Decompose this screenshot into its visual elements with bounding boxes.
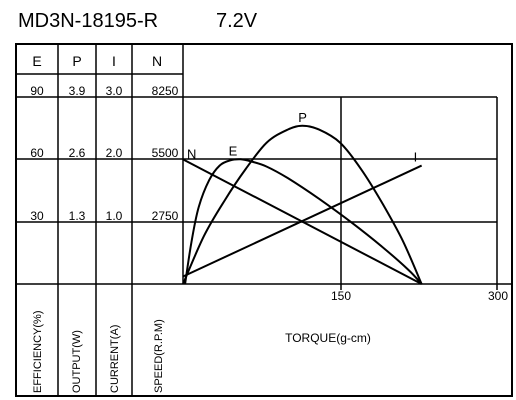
tick-label-i-3.0: 3.0	[106, 84, 123, 98]
column-head-n: N	[152, 53, 162, 69]
axis-label-efficiency: EFFICIENCY(%)	[32, 311, 44, 394]
chart-title: MD3N-18195-R	[18, 10, 158, 32]
x-tick-label-300: 300	[488, 289, 508, 303]
tick-label-e-60: 60	[30, 146, 44, 160]
tick-label-p-3.9: 3.9	[69, 84, 86, 98]
axis-label-output: OUTPUT(W)	[71, 330, 83, 393]
column-head-e: E	[32, 53, 41, 69]
axis-label-speed: SPEED(R.P.M)	[153, 319, 165, 393]
tick-label-p-1.3: 1.3	[69, 209, 86, 223]
curve-label-n: N	[187, 146, 196, 161]
curve-label-e: E	[229, 143, 238, 158]
column-head-p: P	[72, 53, 81, 69]
column-head-i: I	[112, 53, 116, 69]
curve-label-p: P	[298, 110, 307, 125]
tick-label-i-2.0: 2.0	[106, 146, 123, 160]
tick-label-e-90: 90	[30, 84, 44, 98]
tick-label-n-8250: 8250	[152, 84, 179, 98]
x-axis-label: TORQUE(g-cm)	[285, 331, 371, 345]
chart-frame	[15, 43, 513, 397]
tick-label-n-5500: 5500	[152, 146, 179, 160]
x-tick-label-150: 150	[331, 289, 351, 303]
voltage-label: 7.2V	[216, 10, 258, 32]
series-layer: N E P I	[182, 110, 423, 285]
tick-label-p-2.6: 2.6	[69, 146, 86, 160]
tick-label-n-2750: 2750	[152, 209, 179, 223]
tick-label-i-1.0: 1.0	[106, 209, 123, 223]
curve-label-i: I	[414, 150, 418, 165]
series-line-i	[182, 164, 423, 278]
series-line-e	[184, 158, 423, 285]
tick-label-e-30: 30	[30, 209, 44, 223]
series-line-p	[182, 124, 423, 285]
axis-label-current: CURRENT(A)	[109, 325, 121, 393]
